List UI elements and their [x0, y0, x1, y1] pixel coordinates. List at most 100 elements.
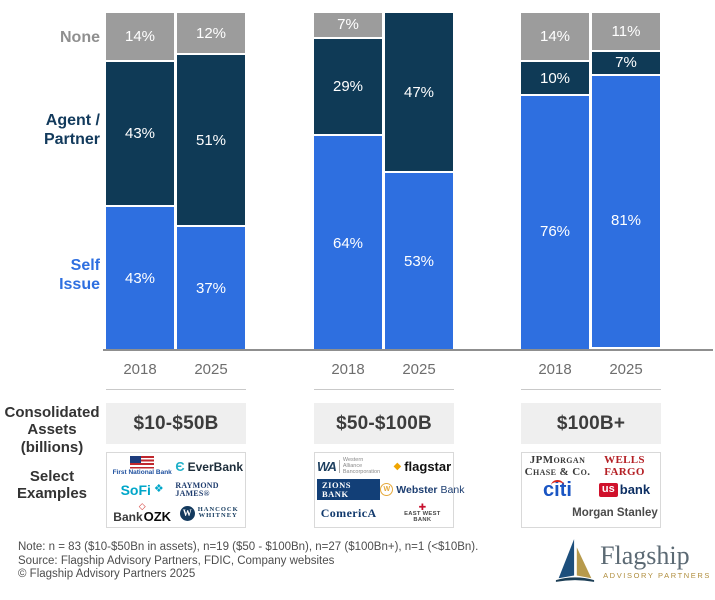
logo-everbank: Є EverBank [175, 460, 243, 473]
segment-value: 10% [539, 69, 571, 87]
logo-text: SoFi [120, 481, 151, 498]
examples-logos-box: First National Bank Є EverBank SoFi ❖ RA… [106, 452, 246, 528]
segment-agent-partner: 10% [521, 60, 589, 94]
segment-value: 81% [610, 211, 642, 229]
segment-value: 11% [611, 23, 641, 41]
logo-text: Bank [440, 483, 465, 496]
logo-text: Chase & Co. [524, 465, 591, 478]
x-tick-2018: 2018 [331, 361, 365, 378]
logo-text: ComericA [320, 506, 377, 521]
segment-value: 7% [615, 54, 637, 72]
segment-none: 11% [592, 13, 660, 51]
segment-value: 53% [403, 253, 435, 271]
x-tick-2025: 2025 [609, 361, 643, 378]
asset-group-10-50b: 14% 43% 43% 12% 51% 37% 2018 2025 $10-$5… [106, 13, 246, 528]
group-divider-line [314, 389, 454, 390]
segment-value: 37% [195, 280, 227, 298]
segment-value: 14% [539, 28, 571, 46]
logo-text: flagstar [404, 459, 452, 475]
divider [338, 460, 340, 474]
segment-value: 29% [332, 77, 364, 95]
segment-agent-partner: 29% [314, 36, 382, 135]
logo-text: citi [543, 479, 572, 500]
logo-text: Bank [113, 509, 143, 524]
segment-value: 12% [195, 24, 227, 42]
segment-agent-partner: 47% [385, 13, 453, 172]
stacked-bar-2018: 14% 43% 43% [106, 13, 174, 350]
logo-wells-fargo: WELLS FARGO [604, 455, 645, 478]
bar-pair: 14% 43% 43% 12% 51% 37% [106, 13, 246, 350]
source-line: Source: Flagship Advisory Partners, FDIC… [18, 554, 335, 567]
segment-self-issue: 81% [592, 73, 660, 347]
webster-w-circle-icon: W [380, 483, 394, 497]
x-axis-line [103, 349, 713, 351]
logo-text: HANCOCK [197, 505, 239, 513]
footnotes: Note: n = 83 ($10-$50Bn in assets), n=19… [18, 541, 478, 582]
segment-self-issue: 64% [314, 134, 382, 350]
segment-self-issue: 37% [177, 225, 245, 350]
segment-none: 7% [314, 13, 382, 37]
segment-agent-partner: 51% [177, 53, 245, 226]
group-divider-line [521, 389, 661, 390]
logo-east-west-bank: ✚ EAST WEST BANK [404, 502, 441, 524]
logo-comerica: ComericA [321, 507, 377, 519]
brand-tagline: ADVISORY PARTNERS [603, 570, 711, 580]
stacked-bar-2025: 11% 7% 81% [592, 13, 660, 350]
hancock-w-circle-icon: W [179, 505, 195, 521]
logo-text: WHITNEY [198, 512, 238, 520]
logo-text: EAST WEST [404, 511, 441, 518]
eastwest-cross-icon: ✚ [418, 502, 427, 513]
x-tick-2025: 2025 [194, 361, 228, 378]
logo-webster-bank: W Webster Bank [380, 483, 465, 497]
x-tick-2018: 2018 [538, 361, 572, 378]
logo-text: ZIONS BANK [317, 479, 381, 501]
sailboat-icon [555, 539, 595, 582]
x-axis-ticks: 2018 2025 [521, 350, 661, 389]
brand-text: Flagship ADVISORY PARTNERS [600, 540, 711, 580]
logo-text: Webster [396, 483, 438, 496]
logo-morgan-stanley: Morgan Stanley [572, 507, 658, 520]
logo-sofi: SoFi ❖ [121, 483, 164, 497]
x-axis-ticks: 2018 2025 [106, 350, 246, 389]
copyright-line: © Flagship Advisory Partners 2025 [18, 568, 196, 581]
logo-text: First National Bank [112, 469, 172, 477]
logo-western-alliance: WA Western Alliance Bancorporation [317, 457, 381, 475]
logo-text: RAYMOND JAMES® [175, 480, 219, 498]
segment-none: 14% [521, 13, 589, 61]
flagship-brand-logo: Flagship ADVISORY PARTNERS [555, 536, 711, 586]
logo-us-bank: us bank [598, 482, 651, 498]
asset-group-100b-plus: 14% 10% 76% 11% 7% 81% 2018 2025 $100B+ … [521, 13, 661, 528]
bar-pair: 7% 29% 64% 47% 53% [314, 13, 454, 350]
segment-self-issue: 43% [106, 205, 174, 350]
x-tick-2025: 2025 [402, 361, 436, 378]
segment-value: 51% [195, 131, 227, 149]
us-flag-icon [130, 456, 155, 470]
brand-name: Flagship [600, 540, 690, 570]
stacked-bar-2025: 47% 53% [385, 13, 453, 350]
segment-self-issue: 76% [521, 93, 589, 350]
examples-logos-box: JPMorgan Chase & Co. WELLS FARGO citi us… [521, 452, 661, 528]
citi-arc-icon [551, 479, 565, 491]
logo-raymond-james: RAYMOND JAMES® [175, 480, 243, 498]
logo-first-national-bank: First National Bank [113, 456, 172, 477]
segment-self-issue: 53% [385, 171, 453, 350]
segment-value: 14% [124, 28, 156, 46]
segment-agent-partner: 7% [592, 50, 660, 74]
logo-text: bank [619, 482, 651, 498]
x-axis-ticks: 2018 2025 [314, 350, 454, 389]
select-examples-caption: Select Examples [16, 468, 88, 503]
bar-pair: 14% 10% 76% 11% 7% 81% [521, 13, 661, 350]
series-label-none: None [60, 29, 100, 46]
flagstar-star-icon: ◆ [393, 460, 402, 472]
assets-range-badge: $10-$50B [106, 403, 246, 444]
segment-value: 43% [124, 125, 156, 143]
segment-none: 12% [177, 13, 245, 54]
examples-logos-box: WA Western Alliance Bancorporation ◆ flag… [314, 452, 464, 528]
everbank-mark-icon: Є [175, 459, 185, 475]
logo-text-col: Western Alliance Bancorporation [342, 457, 381, 475]
logo-text: Bancorporation [342, 468, 381, 475]
logo-text-col: HANCOCK WHITNEY [197, 505, 239, 521]
usbank-shield-icon: us [598, 482, 618, 497]
segment-none: 14% [106, 13, 174, 61]
